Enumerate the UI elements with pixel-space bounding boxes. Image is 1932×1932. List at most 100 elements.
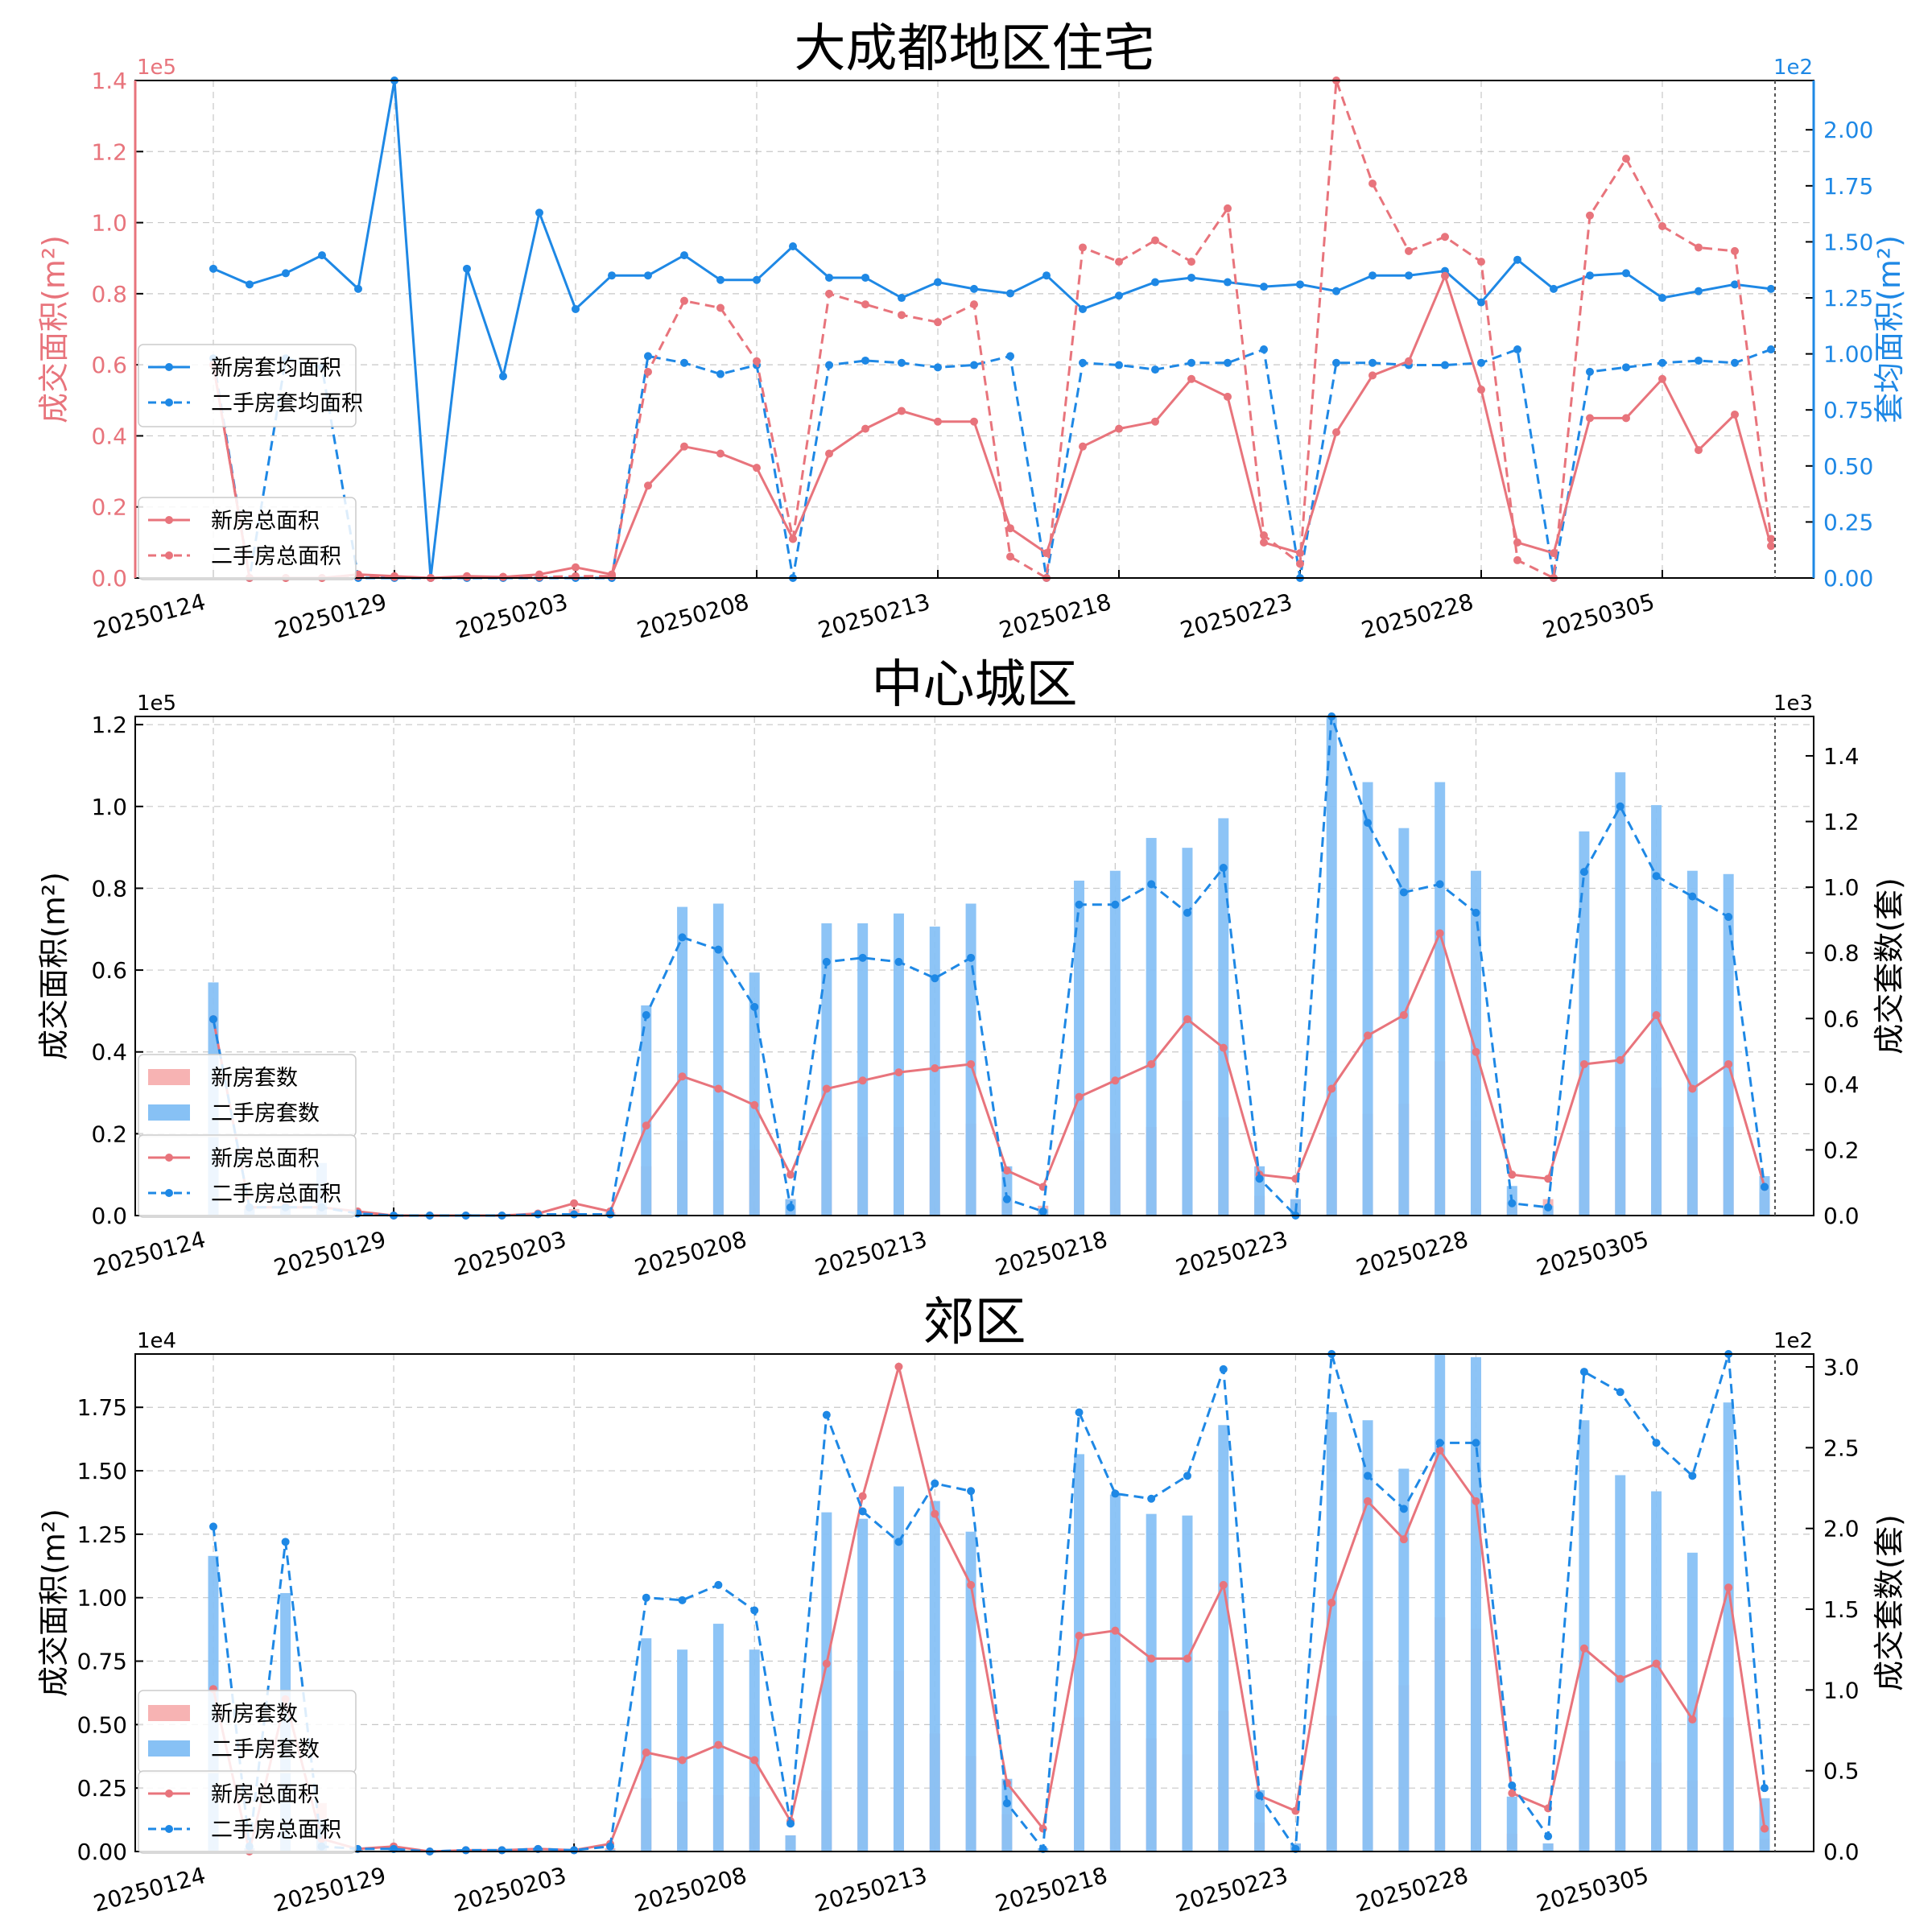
series-point [1224,278,1232,287]
series-point [1399,1535,1408,1544]
chart-panel-3: 0.00 0.25 0.50 0.75 1.00 1.25 1.50 1.75 0.0 0.5 1.… [36,1293,1907,1918]
series-point [825,449,833,458]
x-tick-label: 20250223 [1178,588,1295,644]
series-point [1111,1489,1120,1498]
bar-resale-units [1362,1420,1373,1852]
series-point [354,284,362,293]
series-point [1151,278,1159,287]
legend-swatch [148,1104,190,1121]
bar-resale-units [1326,716,1337,1216]
series-point [1042,271,1051,280]
left-multiplier: 1e5 [137,691,176,716]
series-point [858,1076,867,1085]
left-multiplier: 1e5 [137,56,176,80]
series-point [898,407,906,415]
series-point [1183,1472,1191,1480]
x-tick-label: 20250208 [634,588,752,644]
series-point [1075,1631,1084,1640]
right-tick-label: 1.0 [1823,874,1860,901]
series-point [1038,1207,1047,1216]
left-tick-label: 0.0 [91,1203,127,1229]
bar-resale-units [929,1501,940,1852]
right-tick-label: 1.0 [1823,1677,1860,1703]
series-point [209,1015,217,1024]
right-tick-label: 1.00 [1823,341,1873,368]
bar-resale-units [1109,1494,1121,1852]
series-point [1327,1599,1336,1607]
series-point [1767,542,1775,551]
legend-swatch [148,1705,190,1721]
series-point [1441,361,1449,369]
series-point [644,352,652,361]
bar-resale-units [641,1638,652,1852]
legend-label: 二手房套均面积 [211,391,363,416]
series-point [1544,1174,1553,1183]
series-point [535,208,543,217]
legend-label: 二手房总面积 [211,544,341,569]
series-point [1477,298,1485,307]
series-point [934,278,942,287]
series-point [1724,913,1733,922]
series-point [825,289,833,298]
series-point [822,1084,831,1093]
series-point [1368,271,1377,280]
legend-box [138,344,357,427]
series-point [861,356,869,365]
series-point [1405,357,1413,365]
series-point [967,1487,976,1496]
series-point [1731,280,1739,289]
series-point [1187,258,1195,266]
series-point [967,1059,976,1068]
series-point [1508,1199,1517,1208]
series-point [1616,1388,1624,1397]
series-point [716,449,724,458]
series-point [786,1819,795,1828]
series-line-1 [212,1361,1766,1853]
series-point [1579,1644,1588,1653]
series-point [1368,371,1377,380]
plot-frame [134,1353,1814,1852]
bar-resale-units [1182,1515,1193,1852]
bar-resale-units [893,1486,904,1852]
x-tick-label: 20250203 [453,588,571,644]
right-tick-label: 1.4 [1823,743,1860,770]
legend-label: 新房总面积 [211,509,320,534]
bar-resale-units [677,906,688,1216]
x-tick-label: 20250213 [812,1226,930,1282]
series-point [1761,1824,1769,1833]
series-point [1616,802,1624,811]
series-point [1724,1583,1733,1592]
right-tick-label: 1.75 [1823,173,1873,200]
series-point [1731,246,1739,255]
left-tick-label: 1.75 [77,1394,127,1421]
series-point [1006,552,1014,561]
bar-resale-units [1651,805,1662,1216]
series-point [1513,345,1521,354]
legend-swatch [148,1069,190,1085]
series-point [1695,243,1703,252]
bar-resale-units [1398,1468,1410,1852]
series-point [1332,287,1340,295]
series-point [1731,358,1739,367]
series-point [680,296,688,305]
legend-marker [165,1790,173,1798]
series-point [1260,538,1268,547]
bar-resale-units [1615,1475,1626,1852]
bar-resale-units [857,923,869,1216]
series-point [1006,289,1014,298]
bar-resale-units [677,1649,688,1852]
legend-label: 新房总面积 [211,1782,320,1807]
series-point [967,953,976,962]
series-point [1147,1059,1156,1068]
series-point [644,367,652,376]
right-axis-label: 成交套数(套) [1872,1514,1907,1691]
right-axis-label: 成交套数(套) [1872,877,1907,1055]
x-tick-label: 20250129 [272,588,390,644]
series-point [1441,271,1449,280]
series-point [931,1509,939,1518]
series-point [1224,392,1232,401]
series-point [753,357,761,365]
series-point [861,273,869,282]
